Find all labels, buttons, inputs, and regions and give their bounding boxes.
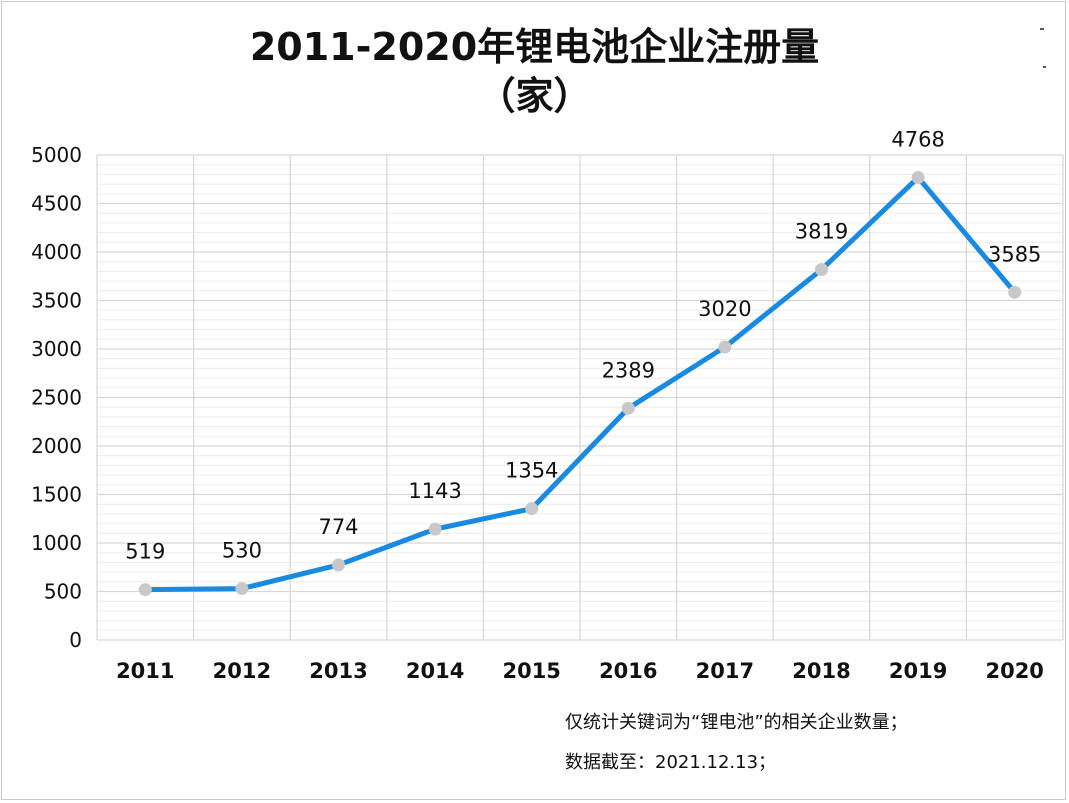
x-tick-label: 2018: [792, 659, 850, 683]
data-label: 2389: [602, 358, 655, 382]
chart-title-unit: （家）: [477, 74, 592, 118]
x-tick-label: 2016: [599, 659, 657, 683]
data-label: 4768: [891, 128, 944, 152]
x-tick-label: 2019: [889, 659, 947, 683]
footnote-date: 数据截至：2021.12.13；: [565, 752, 777, 773]
footnote-scope: 仅统计关键词为“锂电池”的相关企业数量；: [565, 712, 908, 733]
x-tick-label: 2012: [213, 659, 271, 683]
y-tick-label: 500: [44, 580, 82, 604]
x-tick-label: 2013: [309, 659, 367, 683]
data-label: 519: [125, 540, 165, 564]
x-tick-label: 2015: [502, 659, 560, 683]
data-point: [235, 582, 249, 596]
chart-title: 2011-2020年锂电池企业注册量: [249, 25, 820, 69]
data-point: [621, 401, 635, 415]
data-label: 774: [318, 515, 358, 539]
y-tick-label: 2500: [31, 386, 82, 410]
data-label: 1354: [505, 459, 558, 483]
data-label: 1143: [408, 479, 461, 503]
scan-mark: [1040, 28, 1044, 30]
data-point: [525, 502, 539, 516]
y-tick-label: 4000: [31, 240, 82, 264]
y-tick-label: 3000: [31, 337, 82, 361]
data-point: [911, 171, 925, 185]
y-tick-label: 4500: [31, 192, 82, 216]
y-tick-label: 0: [69, 628, 82, 652]
y-tick-label: 1000: [31, 531, 82, 555]
data-point: [428, 522, 442, 536]
data-point: [1008, 285, 1022, 299]
x-tick-label: 2014: [406, 659, 464, 683]
y-tick-label: 2000: [31, 434, 82, 458]
y-tick-label: 1500: [31, 483, 82, 507]
y-tick-label: 3500: [31, 289, 82, 313]
data-label: 3819: [795, 220, 848, 244]
data-label: 530: [222, 539, 262, 563]
data-point: [332, 558, 345, 572]
x-tick-label: 2017: [696, 659, 754, 683]
series-line: [142, 175, 1018, 593]
x-tick-label: 2011: [116, 659, 174, 683]
data-point: [815, 263, 828, 277]
data-label: 3585: [988, 242, 1041, 266]
data-label: 3020: [698, 297, 751, 321]
y-tick-label: 5000: [31, 143, 82, 167]
scan-mark: [1043, 66, 1046, 68]
x-tick-label: 2020: [985, 659, 1043, 683]
data-point: [138, 583, 152, 597]
data-point: [718, 340, 732, 354]
